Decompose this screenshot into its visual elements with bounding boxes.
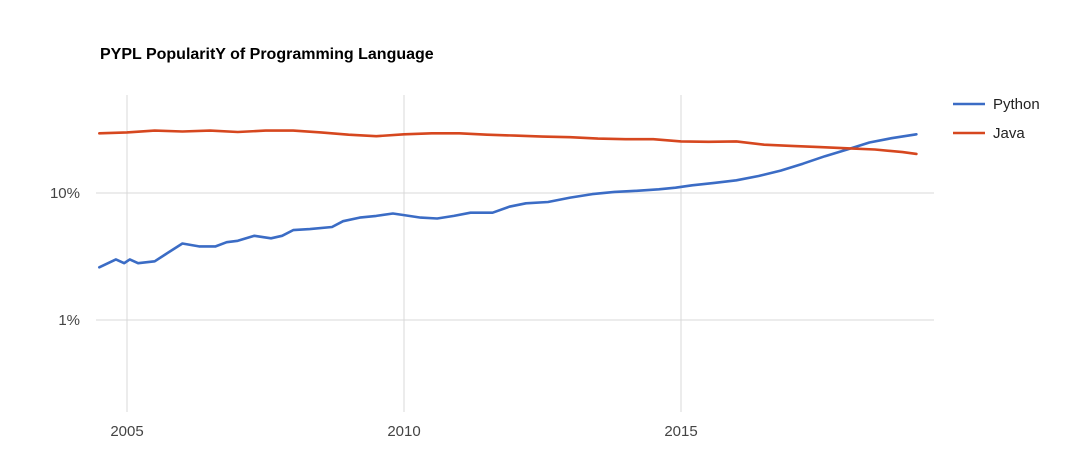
series-layer bbox=[98, 129, 918, 269]
x-tick-label: 2015 bbox=[664, 423, 697, 440]
chart-title: PYPL PopularitY of Programming Language bbox=[100, 46, 434, 63]
legend-label-java: Java bbox=[993, 125, 1025, 142]
tick-layer: 2005 2010 2015 1% 10% bbox=[50, 185, 698, 440]
series-line-python bbox=[98, 133, 918, 269]
legend: Python Java bbox=[953, 96, 1040, 142]
y-tick-label: 10% bbox=[50, 185, 80, 202]
y-tick-label: 1% bbox=[58, 312, 80, 329]
x-tick-label: 2005 bbox=[110, 423, 143, 440]
grid-layer bbox=[96, 95, 934, 412]
legend-label-python: Python bbox=[993, 96, 1040, 113]
series-line-java bbox=[98, 129, 918, 156]
x-tick-label: 2010 bbox=[387, 423, 420, 440]
